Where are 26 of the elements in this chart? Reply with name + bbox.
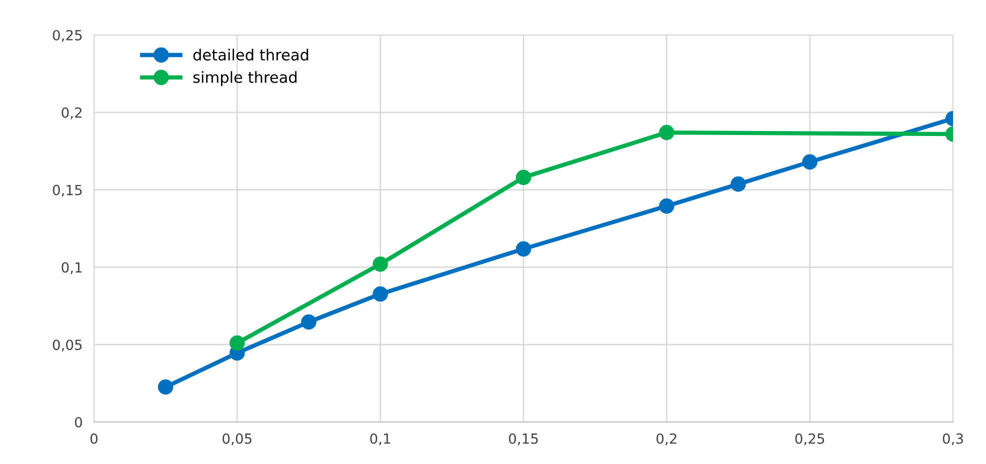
x-tick-label: 0,25 (795, 433, 824, 446)
point (372, 286, 388, 302)
y-tick-label: 0 (74, 416, 82, 428)
x-tick-label: 0,3 (942, 433, 963, 446)
point (730, 176, 746, 192)
point (372, 256, 388, 272)
y-tick-label: 0,05 (52, 340, 82, 352)
point (659, 198, 674, 214)
y-tick-label: 0,15 (52, 184, 82, 197)
point (516, 241, 532, 257)
x-tick-label: 0,15 (508, 433, 538, 446)
y-tick-label: 0,1 (62, 262, 82, 274)
x-tick-label: 0,1 (370, 433, 390, 446)
y-tick-label: 0,2 (62, 107, 82, 120)
y-tick-label: 0,25 (52, 30, 82, 42)
point (516, 170, 532, 186)
point (158, 379, 174, 395)
legend-label: simple thread (193, 71, 296, 86)
legend-label: detailed thread (193, 48, 308, 61)
x-tick-label: 0,2 (656, 433, 676, 446)
point (802, 154, 818, 170)
point (659, 124, 674, 140)
point (301, 314, 316, 330)
x-tick-label: 0,05 (222, 433, 252, 446)
point (230, 335, 245, 351)
x-tick-label: 0 (90, 433, 98, 444)
